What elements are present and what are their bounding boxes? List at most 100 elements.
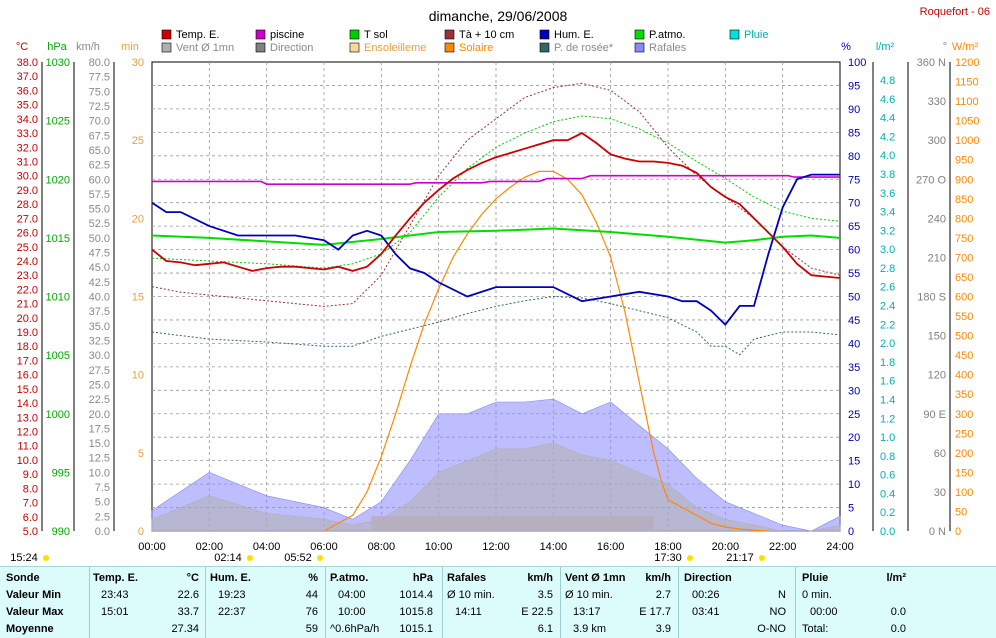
patmo-unit: hPa xyxy=(412,572,433,584)
hpa-tick: 1025 xyxy=(46,116,70,128)
direction-title: Direction xyxy=(684,572,732,584)
wm2-tick: 100 xyxy=(955,487,973,499)
temp-tick: 27.0 xyxy=(17,213,38,225)
rafales-max-time: 14:11 xyxy=(455,606,482,618)
pluie-min-label: 0 min. xyxy=(802,589,832,601)
rafales-unit: km/h xyxy=(527,572,553,584)
wm2-tick: 800 xyxy=(955,213,973,225)
direction-max-time: 03:41 xyxy=(692,606,720,618)
rain-tick: 1.0 xyxy=(880,432,895,444)
pct-tick: 95 xyxy=(848,80,860,92)
temp-tick: 17.0 xyxy=(17,355,38,367)
rain-tick: 0.8 xyxy=(880,451,895,463)
wind-tick: 12.5 xyxy=(89,453,110,465)
patmo-max: 1015.8 xyxy=(399,606,433,618)
pct-tick: 100 xyxy=(848,57,866,69)
x-tick: 14:00 xyxy=(540,541,568,553)
deg-tick: 300 xyxy=(928,135,946,147)
right-unit-3: W/m² xyxy=(952,41,979,53)
temp-tick: 13.0 xyxy=(17,412,38,424)
temp-min: 22.6 xyxy=(177,589,199,601)
x-tick: 08:00 xyxy=(368,541,396,553)
deg-tick: 330 xyxy=(928,96,946,108)
legend-swatch-6 xyxy=(729,29,740,40)
temp-tick: 38.0 xyxy=(17,57,38,69)
rain-tick: 3.4 xyxy=(880,207,895,219)
hpa-tick: 1020 xyxy=(46,174,70,186)
wm2-tick: 250 xyxy=(955,428,973,440)
deg-tick: 270 O xyxy=(916,174,946,186)
pct-tick: 15 xyxy=(848,456,860,468)
temp-tick: 18.0 xyxy=(17,341,38,353)
station-name: Roquefort - 06 xyxy=(920,6,990,18)
rain-tick: 2.4 xyxy=(880,301,895,313)
legend-label-6: Pluie xyxy=(744,29,768,41)
wind-tick: 0.0 xyxy=(95,526,110,538)
patmo-max-time: 10:00 xyxy=(338,606,366,618)
rain-tick: 2.8 xyxy=(880,263,895,275)
sonde-title: Sonde xyxy=(6,572,40,584)
pct-tick: 70 xyxy=(848,198,860,210)
wind-tick: 70.0 xyxy=(89,116,110,128)
rain-tick: 3.2 xyxy=(880,225,895,237)
chart-title: dimanche, 29/06/2008 xyxy=(429,8,568,24)
pct-tick: 85 xyxy=(848,127,860,139)
sun-marker-label: 15:24 xyxy=(10,552,38,564)
direction-max: NO xyxy=(769,606,787,618)
wm2-tick: 450 xyxy=(955,350,973,362)
pct-tick: 80 xyxy=(848,151,860,163)
min-tick: 20 xyxy=(132,213,144,225)
hum-title: Hum. E. xyxy=(210,572,251,584)
direction-min-time: 00:26 xyxy=(692,589,720,601)
wind-tick: 45.0 xyxy=(89,262,110,274)
wm2-tick: 50 xyxy=(955,506,967,518)
temp-tick: 25.0 xyxy=(17,242,38,254)
legend-swatch-1 xyxy=(255,29,266,40)
wind-tick: 62.5 xyxy=(89,160,110,172)
hpa-tick: 1000 xyxy=(46,409,70,421)
deg-tick: 210 xyxy=(928,252,946,264)
deg-tick: 180 S xyxy=(917,292,946,304)
wind-tick: 30.0 xyxy=(89,350,110,362)
hpa-tick: 1030 xyxy=(46,57,70,69)
temp-tick: 5.0 xyxy=(23,526,38,538)
deg-tick: 360 N xyxy=(917,57,946,69)
wind-tick: 42.5 xyxy=(89,277,110,289)
temp-tick: 36.0 xyxy=(17,85,38,97)
wm2-tick: 1000 xyxy=(955,135,979,147)
vent-min-label: Ø 10 min. xyxy=(565,589,613,601)
summary-rafales: Rafales km/h Ø 10 min. 3.5 14:11 E 22.5 6.1 xyxy=(447,570,555,638)
x-axis: 00:00 02:00 04:00 06:00 08:00 10:00 12:00 14:00… xyxy=(10,541,854,564)
temp-tick: 9.0 xyxy=(23,469,38,481)
rain-tick: 2.6 xyxy=(880,282,895,294)
right-axes: % l/m² ° W/m²100959085807570656055504540353… xyxy=(841,41,979,538)
series-piscine xyxy=(152,174,840,185)
wind-tick: 15.0 xyxy=(89,438,110,450)
wm2-tick: 1150 xyxy=(955,77,979,89)
legend-label-11: P. de rosée* xyxy=(554,42,614,54)
pluie-total-label: Total: xyxy=(802,623,829,635)
hpa-tick: 1015 xyxy=(46,233,70,245)
hum-max-time: 22:37 xyxy=(218,606,246,618)
x-tick: 00:00 xyxy=(138,541,166,553)
wm2-tick: 650 xyxy=(955,272,973,284)
vent-max: E 17.7 xyxy=(639,606,671,618)
wind-tick: 50.0 xyxy=(89,233,110,245)
rain-tick: 0.0 xyxy=(880,526,895,538)
x-tick: 24:00 xyxy=(826,541,854,553)
rain-tick: 4.0 xyxy=(880,150,895,162)
legend-label-4: Hum. E. xyxy=(554,29,594,41)
legend-swatch-3 xyxy=(444,29,455,40)
sun-marker-label: 21:17 xyxy=(726,552,754,564)
wind-tick: 10.0 xyxy=(89,467,110,479)
hpa-tick: 990 xyxy=(52,526,70,538)
rain-tick: 0.2 xyxy=(880,507,895,519)
wind-tick: 75.0 xyxy=(89,86,110,98)
x-tick: 20:00 xyxy=(712,541,740,553)
pct-tick: 30 xyxy=(848,385,860,397)
temp-tick: 33.0 xyxy=(17,128,38,140)
legend-label-12: Rafales xyxy=(649,42,687,54)
wind-tick: 22.5 xyxy=(89,394,110,406)
wm2-tick: 350 xyxy=(955,389,973,401)
pluie-title: Pluie xyxy=(802,572,829,584)
